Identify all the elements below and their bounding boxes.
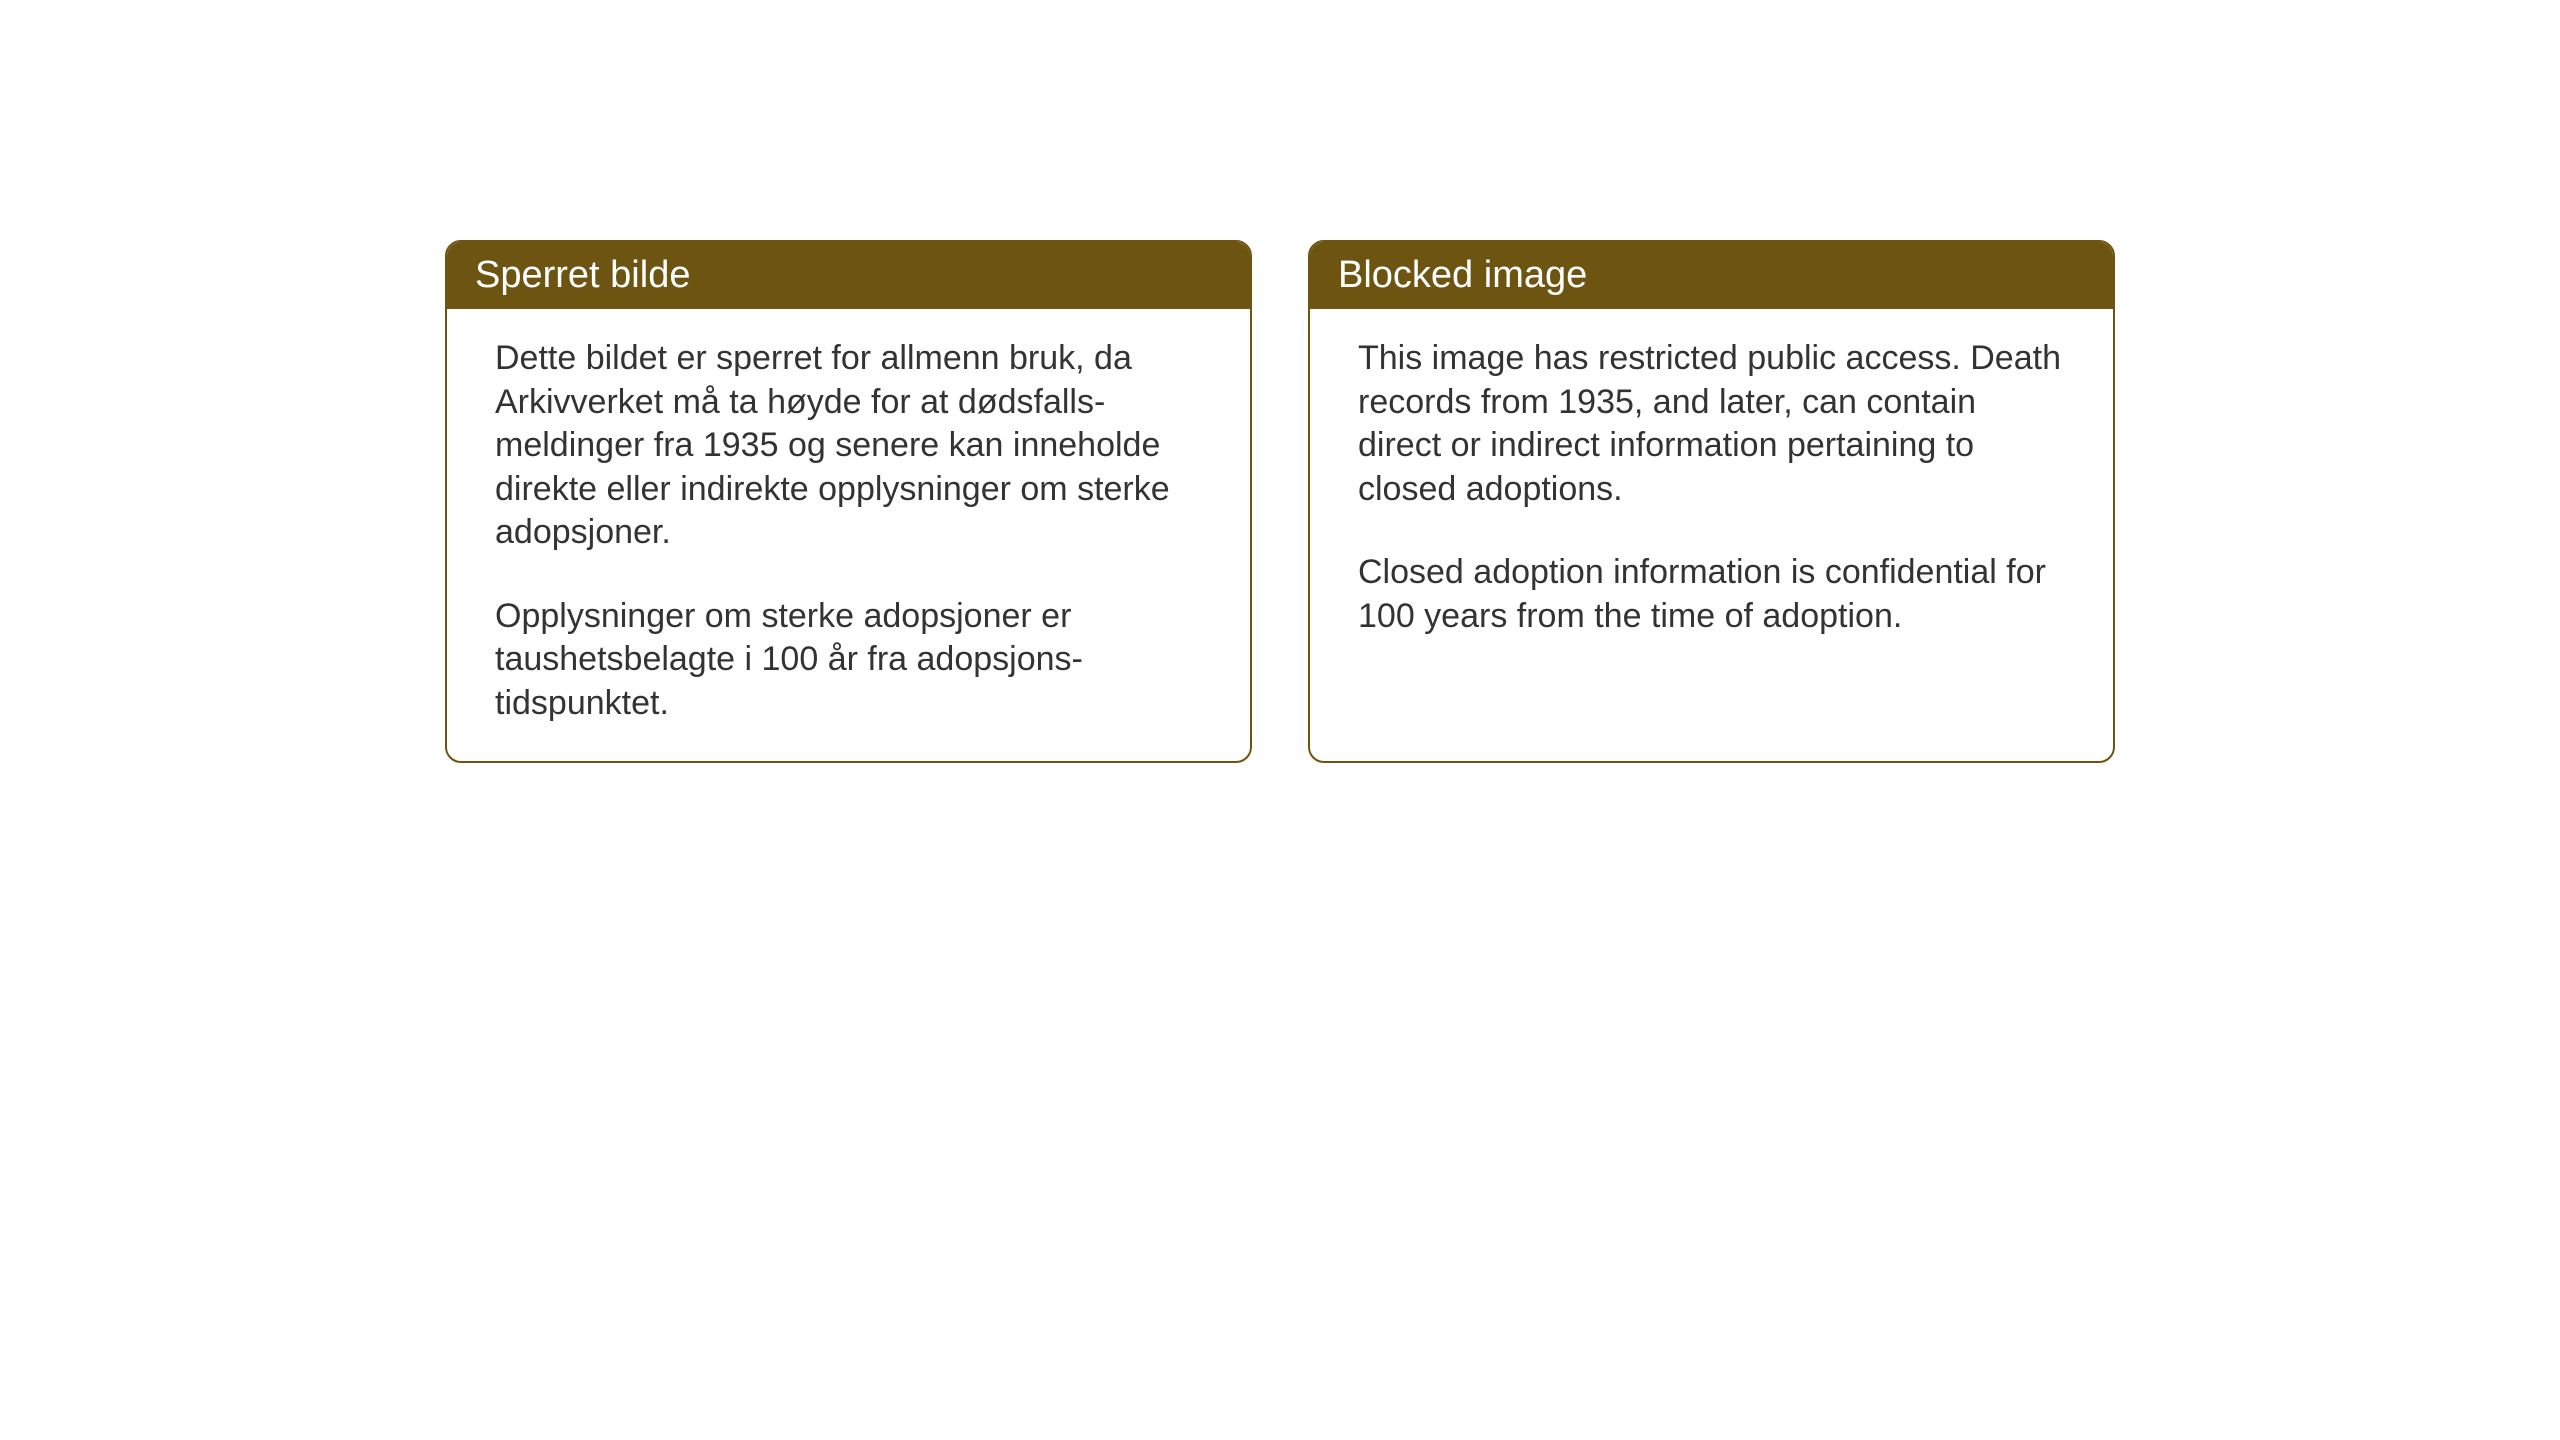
card-title-norwegian: Sperret bilde <box>475 254 690 296</box>
notice-card-norwegian: Sperret bilde Dette bildet er sperret fo… <box>445 240 1252 763</box>
card-title-english: Blocked image <box>1338 254 1587 296</box>
card-paragraph-1-norwegian: Dette bildet er sperret for allmenn bruk… <box>495 337 1202 555</box>
notice-card-english: Blocked image This image has restricted … <box>1308 240 2115 763</box>
card-body-norwegian: Dette bildet er sperret for allmenn bruk… <box>447 309 1250 761</box>
card-header-english: Blocked image <box>1310 242 2113 309</box>
card-paragraph-2-norwegian: Opplysninger om sterke adopsjoner er tau… <box>495 595 1202 726</box>
card-body-english: This image has restricted public access.… <box>1310 309 2113 714</box>
card-paragraph-2-english: Closed adoption information is confident… <box>1358 551 2065 638</box>
card-header-norwegian: Sperret bilde <box>447 242 1250 309</box>
notice-cards-container: Sperret bilde Dette bildet er sperret fo… <box>445 240 2115 763</box>
card-paragraph-1-english: This image has restricted public access.… <box>1358 337 2065 511</box>
